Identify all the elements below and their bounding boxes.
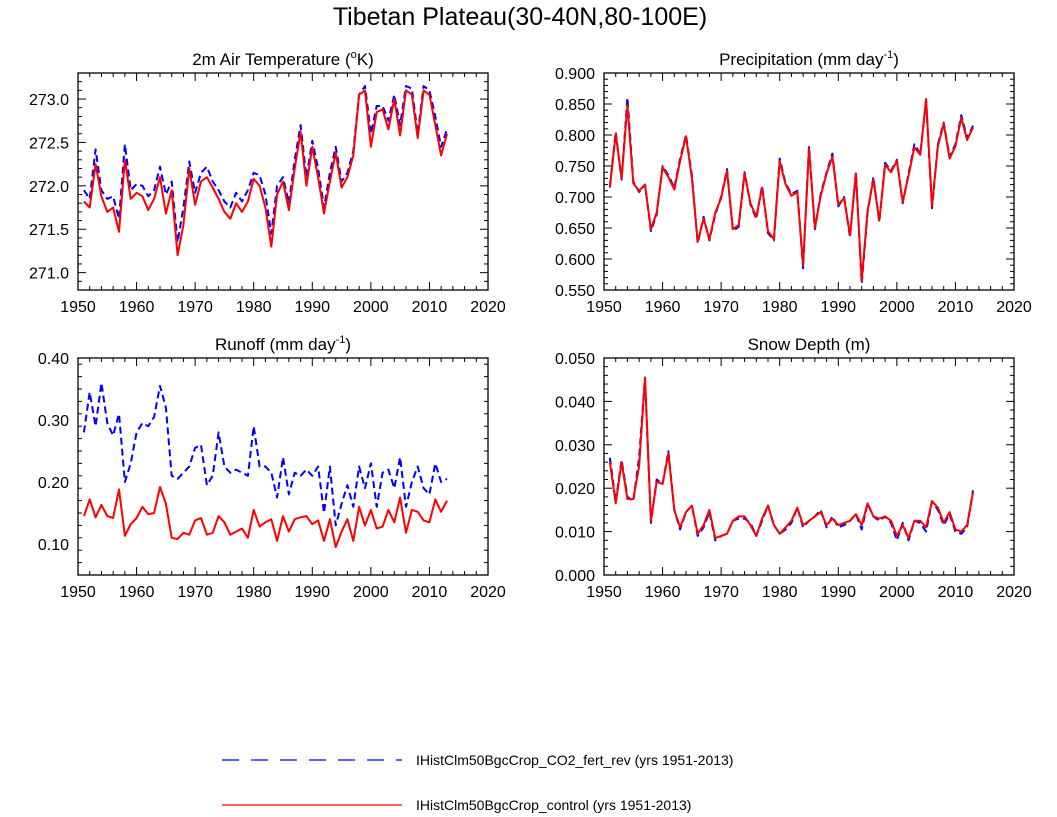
- plot-frame: [603, 72, 1015, 291]
- x-tick-label: 2000: [353, 584, 389, 601]
- x-tick-label: 2010: [412, 584, 448, 601]
- y-tick-label: 0.40: [38, 351, 69, 368]
- series-line-co2-fert-rev: [83, 85, 448, 244]
- chart-panel: Snow Depth (m) 1950 1960 1970 1980 1990 2000 20…: [555, 335, 1032, 601]
- y-tick-label: 0.020: [555, 481, 595, 498]
- panel-title-text: Precipitation (mm day: [719, 50, 884, 69]
- x-tick-label: 1990: [820, 584, 856, 601]
- y-tick-label: 0.800: [555, 128, 595, 145]
- y-tick-label: 0.650: [555, 221, 595, 238]
- x-tick-label: 2020: [996, 584, 1032, 601]
- series-line-co2-fert-rev: [608, 376, 974, 542]
- panel-title: Snow Depth (m): [748, 335, 871, 354]
- y-tick-label: 271.0: [29, 266, 69, 283]
- x-tick-label: 1950: [586, 299, 622, 316]
- series-line-control: [608, 376, 974, 540]
- y-tick-label: 0.30: [38, 413, 69, 430]
- panel-title-text: Runoff (mm day: [215, 335, 336, 354]
- panel-title-end: K): [357, 50, 374, 69]
- panel-title-end: ): [345, 335, 351, 354]
- series-line-co2-fert-rev: [82, 381, 448, 527]
- y-tick-label: 0.850: [555, 97, 595, 114]
- x-tick-label: 1970: [177, 584, 213, 601]
- plot-frame: [603, 357, 1015, 576]
- chart-panel: Precipitation (mm day-1) 1950 1960 1970 1980…: [555, 49, 1032, 316]
- chart-panel: 2m Air Temperature (oK) 1950 1960 1970 1980 1…: [29, 49, 506, 316]
- x-tick-label: 2000: [879, 584, 915, 601]
- x-tick-label: 1950: [60, 584, 96, 601]
- panel-title-text: 2m Air Temperature (: [192, 50, 351, 69]
- y-tick-label: 0.030: [555, 438, 595, 455]
- x-tick-label: 1990: [820, 299, 856, 316]
- y-tick-label: 0.900: [555, 66, 595, 83]
- legend-label-control: IHistClm50BgcCrop_control (yrs 1951-2013…: [416, 797, 691, 813]
- y-tick-label: 0.750: [555, 159, 595, 176]
- x-tick-label: 2010: [412, 299, 448, 316]
- x-tick-label: 2010: [938, 299, 974, 316]
- x-tick-label: 2010: [938, 584, 974, 601]
- x-tick-label: 1980: [236, 584, 272, 601]
- series-line-control: [83, 89, 448, 257]
- panel-title-superscript: -1: [336, 334, 346, 346]
- x-tick-label: 1970: [177, 299, 213, 316]
- panel-title-superscript: o: [351, 49, 357, 61]
- plot-frame: [77, 357, 489, 576]
- panel-title: Runoff (mm day-1): [215, 334, 351, 354]
- x-tick-label: 1950: [586, 584, 622, 601]
- y-tick-label: 0.10: [38, 537, 69, 554]
- y-tick-label: 0.20: [38, 475, 69, 492]
- panel-title-end: ): [893, 50, 899, 69]
- x-tick-label: 1960: [645, 584, 681, 601]
- x-tick-label: 1990: [294, 584, 330, 601]
- y-tick-label: 272.5: [29, 135, 69, 152]
- y-tick-label: 273.0: [29, 92, 69, 109]
- x-tick-label: 2020: [470, 584, 506, 601]
- y-tick-label: 0.010: [555, 525, 595, 542]
- y-tick-label: 271.5: [29, 222, 69, 239]
- y-tick-label: 0.050: [555, 351, 595, 368]
- x-tick-label: 1950: [60, 299, 96, 316]
- series-line-co2-fert-rev: [608, 96, 974, 285]
- x-tick-label: 1990: [294, 299, 330, 316]
- x-tick-label: 1980: [762, 299, 798, 316]
- x-tick-label: 2000: [879, 299, 915, 316]
- figure-title: Tibetan Plateau(30-40N,80-100E): [333, 3, 707, 31]
- x-tick-label: 2020: [996, 299, 1032, 316]
- x-tick-label: 1960: [119, 299, 155, 316]
- x-tick-label: 1980: [762, 584, 798, 601]
- y-tick-label: 0.700: [555, 190, 595, 207]
- series-line-control: [608, 98, 974, 282]
- panel-title: 2m Air Temperature (oK): [192, 49, 374, 69]
- panel-title: Precipitation (mm day-1): [719, 49, 899, 69]
- legend-label-co2-fert-rev: IHistClm50BgcCrop_CO2_fert_rev (yrs 1951…: [416, 752, 733, 768]
- y-tick-label: 0.040: [555, 394, 595, 411]
- y-tick-label: 0.000: [555, 568, 595, 585]
- x-tick-label: 2000: [353, 299, 389, 316]
- x-tick-label: 1970: [703, 299, 739, 316]
- x-tick-label: 1960: [645, 299, 681, 316]
- series-line-control: [82, 486, 448, 549]
- plot-frame: [77, 72, 489, 291]
- x-tick-label: 1970: [703, 584, 739, 601]
- x-tick-label: 1960: [119, 584, 155, 601]
- legend: IHistClm50BgcCrop_CO2_fert_rev (yrs 1951…: [222, 752, 733, 813]
- y-tick-label: 0.600: [555, 252, 595, 269]
- x-tick-label: 1980: [236, 299, 272, 316]
- x-tick-label: 2020: [470, 299, 506, 316]
- y-tick-label: 272.0: [29, 179, 69, 196]
- chart-panel: Runoff (mm day-1) 1950 1960 1970 1980 1990 200…: [38, 334, 506, 601]
- panel-title-text: Snow Depth (m): [748, 335, 871, 354]
- panel-title-superscript: -1: [883, 49, 893, 61]
- chart-panels: 2m Air Temperature (oK) 1950 1960 1970 1980 1…: [29, 49, 1032, 601]
- y-tick-label: 0.550: [555, 283, 595, 300]
